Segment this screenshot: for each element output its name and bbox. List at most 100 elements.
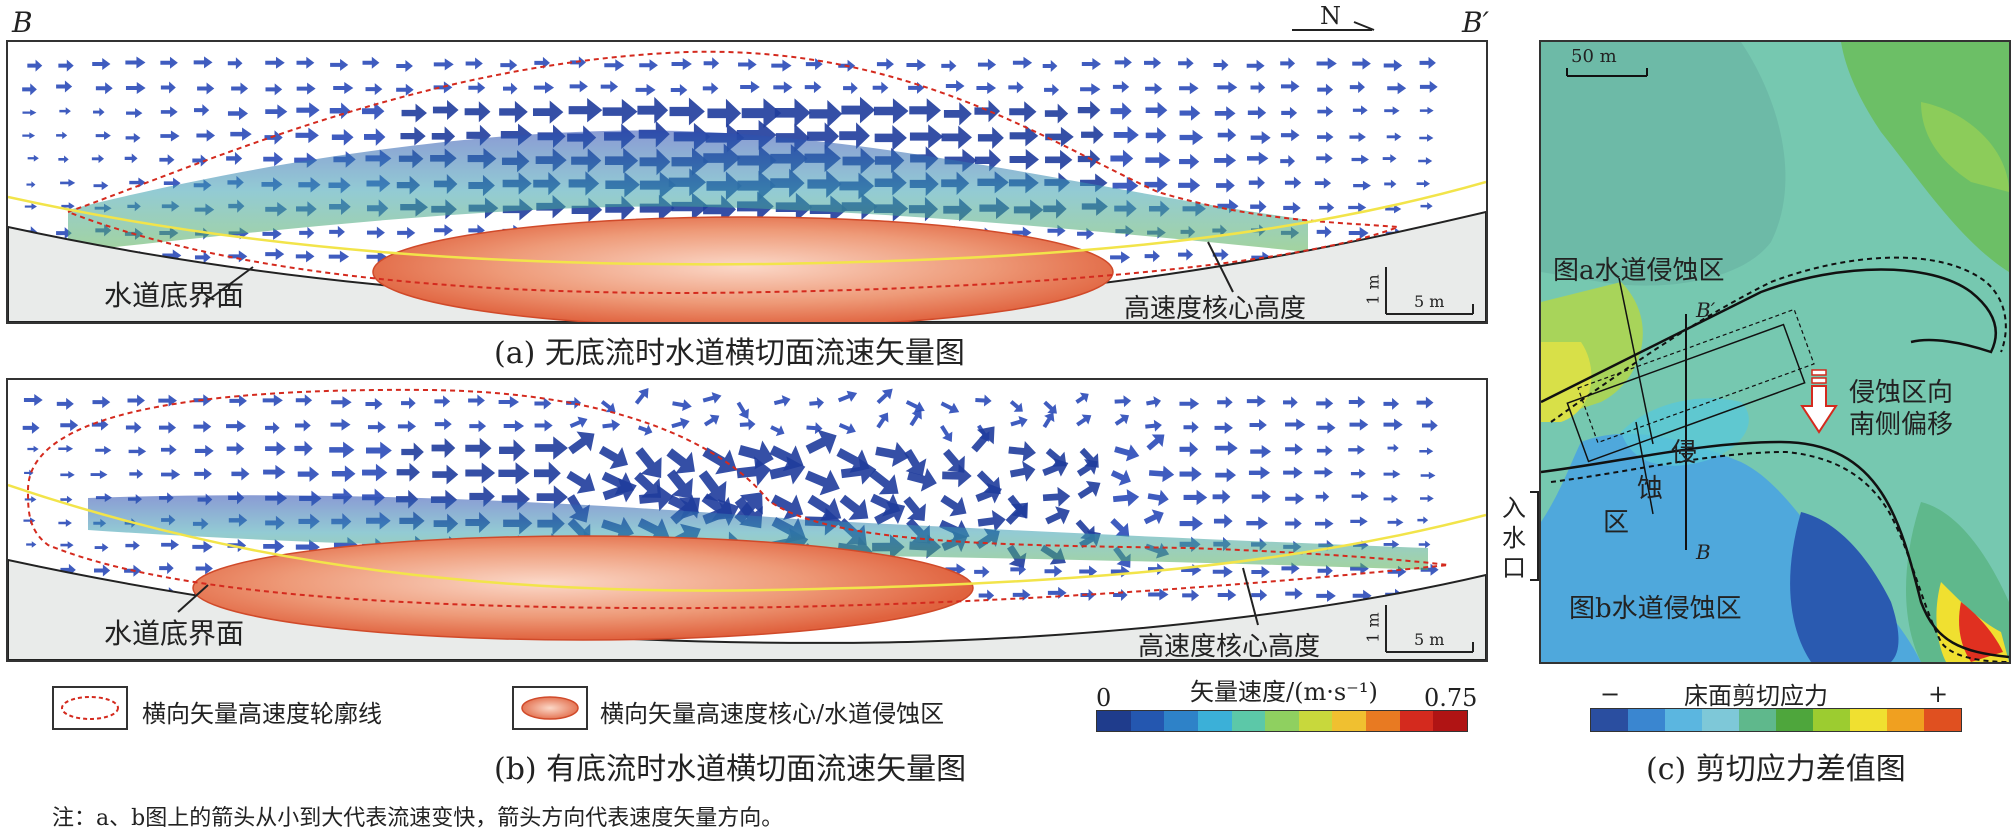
- velocity-arrow: [1212, 248, 1229, 261]
- panel-a-plot: [8, 50, 1486, 322]
- velocity-arrow: [535, 436, 568, 460]
- velocity-arrow: [1285, 443, 1303, 456]
- shear-colorbar: [1590, 708, 1962, 732]
- velocity-arrow: [869, 469, 899, 495]
- velocity-arrow: [809, 100, 843, 128]
- velocity-arrow: [941, 59, 957, 72]
- velocity-arrow: [1418, 157, 1433, 165]
- velocity-arrow: [1419, 447, 1434, 456]
- panel-c-a-zone-label: 图a水道侵蚀区: [1553, 256, 1725, 286]
- velocity-arrow: [1110, 149, 1134, 168]
- velocity-arrow: [903, 496, 926, 522]
- velocity-arrow: [296, 56, 315, 69]
- shear-colorbar-minus: −: [1600, 680, 1621, 708]
- velocity-arrow: [263, 539, 285, 554]
- velocity-arrow: [602, 478, 637, 503]
- velocity-arrow: [837, 390, 858, 403]
- velocity-arrow: [1351, 491, 1369, 502]
- velocity-arrow: [58, 519, 72, 527]
- velocity-arrow: [93, 107, 105, 117]
- velocity-arrow: [366, 226, 385, 239]
- velocity-arrow: [1146, 396, 1162, 408]
- velocity-arrow: [1382, 154, 1397, 163]
- velocity-arrow: [1147, 489, 1169, 507]
- velocity-arrow: [1112, 80, 1130, 93]
- velocity-arrow: [1384, 106, 1400, 116]
- velocity-arrow: [95, 82, 113, 95]
- north-arrow: N: [1290, 2, 1380, 36]
- velocity-arrow: [943, 102, 972, 126]
- velocity-arrow: [770, 425, 785, 437]
- velocity-arrow: [1008, 81, 1024, 94]
- velocity-arrow: [226, 442, 245, 456]
- velocity-arrow: [1248, 466, 1271, 480]
- panel-c-caption: (c) 剪切应力差值图: [1646, 752, 1906, 787]
- velocity-arrow: [1047, 586, 1067, 599]
- velocity-arrow: [160, 56, 178, 69]
- section-label-b: B: [12, 6, 33, 39]
- velocity-arrow: [195, 562, 213, 575]
- velocity-arrow: [498, 395, 520, 408]
- panel-b-scale-horizontal: 5 m: [1414, 630, 1445, 649]
- velocity-arrow: [95, 445, 112, 455]
- velocity-arrow: [1251, 565, 1270, 578]
- velocity-arrow: [839, 494, 869, 520]
- velocity-arrow: [1079, 565, 1098, 578]
- velocity-arrow: [91, 418, 109, 431]
- velocity-arrow: [1383, 418, 1403, 431]
- legend-core-label: 横向矢量高速度核心/水道侵蚀区: [600, 700, 945, 728]
- velocity-arrow: [804, 469, 840, 496]
- velocity-arrow: [197, 82, 215, 95]
- velocity-arrow: [874, 501, 906, 525]
- velocity-arrow: [366, 441, 392, 460]
- velocity-arrow: [1317, 83, 1334, 96]
- velocity-colorbar-swatch-8: [1366, 711, 1400, 731]
- velocity-arrow: [666, 469, 693, 499]
- velocity-arrow: [1383, 494, 1399, 504]
- velocity-arrow: [1009, 148, 1039, 171]
- shear-colorbar-swatch-9: [1924, 709, 1961, 731]
- velocity-arrow: [1420, 471, 1436, 480]
- velocity-arrow: [465, 57, 483, 70]
- velocity-arrow: [1284, 176, 1302, 189]
- velocity-arrow: [1217, 127, 1237, 143]
- velocity-arrow: [295, 394, 313, 407]
- velocity-arrow: [60, 495, 73, 504]
- velocity-colorbar-title: 矢量速度/(m·s⁻¹): [1190, 678, 1378, 706]
- velocity-arrow: [1146, 434, 1165, 451]
- velocity-arrow: [1012, 588, 1031, 601]
- velocity-arrow: [431, 126, 456, 147]
- velocity-arrow: [904, 448, 927, 476]
- velocity-arrow: [90, 470, 108, 479]
- velocity-arrow: [27, 445, 39, 453]
- velocity-colorbar-swatch-3: [1197, 711, 1232, 731]
- velocity-arrow: [736, 456, 771, 487]
- velocity-arrow: [331, 128, 354, 146]
- velocity-arrow: [1352, 57, 1371, 70]
- velocity-arrow: [27, 59, 43, 72]
- velocity-arrow: [740, 81, 760, 94]
- velocity-arrow: [1144, 176, 1168, 193]
- velocity-arrow: [1075, 392, 1089, 404]
- velocity-arrow: [1077, 100, 1101, 120]
- velocity-arrow: [977, 58, 997, 71]
- velocity-arrow: [263, 151, 284, 167]
- velocity-arrow: [1280, 80, 1300, 93]
- panel-b-core-label: 高速度核心高度: [1138, 632, 1321, 662]
- velocity-arrow: [876, 58, 894, 71]
- velocity-arrow: [907, 468, 937, 492]
- velocity-colorbar-swatch-4: [1231, 711, 1266, 731]
- velocity-arrow: [362, 56, 380, 69]
- velocity-arrow: [401, 103, 427, 123]
- velocity-arrow: [1179, 82, 1199, 95]
- velocity-arrow: [1283, 201, 1301, 214]
- velocity-arrow: [1215, 441, 1238, 456]
- panel-c-scale: 50 m: [1571, 46, 1617, 67]
- velocity-arrow: [499, 439, 526, 462]
- velocity-arrow: [226, 420, 247, 433]
- velocity-arrow: [809, 397, 824, 409]
- velocity-arrow: [1387, 443, 1399, 453]
- panel-a-velocity-band: [68, 130, 1308, 252]
- velocity-arrow: [231, 467, 250, 481]
- inlet-char-3: 口: [1502, 554, 1526, 582]
